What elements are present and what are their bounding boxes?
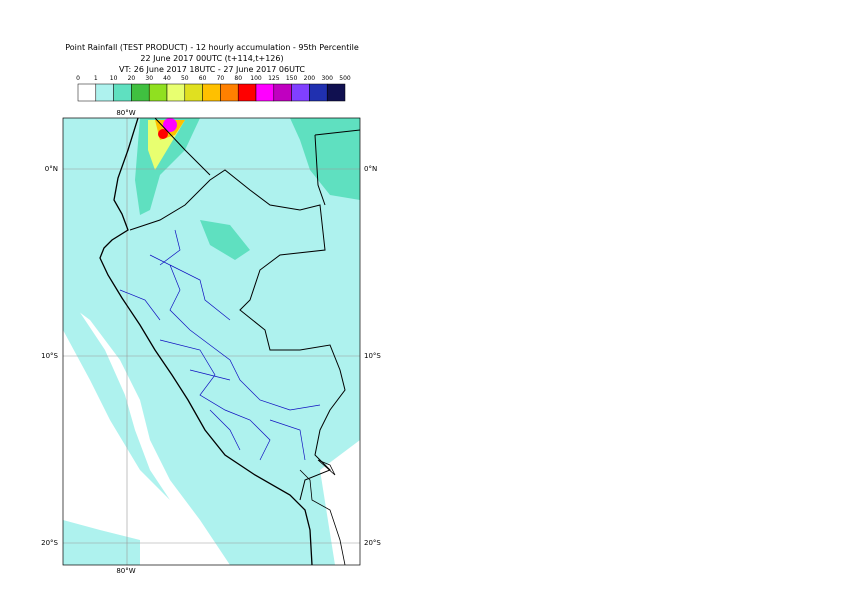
legend-label: 20 (128, 75, 136, 82)
legend: 0 1 10 20 30 40 50 60 70 80 100 125 150 200 300 500 (76, 75, 351, 102)
valid-time: VT: 26 June 2017 18UTC - 27 June 2017 06… (119, 65, 305, 74)
lat-label: 20°S (41, 539, 58, 547)
legend-label: 80 (234, 75, 242, 82)
legend-label: 200 (304, 75, 316, 82)
legend-swatch (273, 83, 292, 102)
legend-swatch (255, 83, 275, 102)
legend-label: 60 (199, 75, 207, 82)
graticule-labels: 80°W 80°W 0°N 0°N 10°S 10°S 20°S 20°S (41, 109, 381, 575)
lat-label: 0°N (364, 165, 377, 173)
lat-label: 10°S (41, 352, 58, 360)
legend-swatch (237, 83, 257, 102)
title: Point Rainfall (TEST PRODUCT) - 12 hourl… (65, 43, 359, 52)
legend-label: 100 (250, 75, 262, 82)
legend-label: 125 (268, 75, 280, 82)
legend-swatch (113, 83, 132, 102)
legend-swatch (202, 83, 221, 102)
legend-label: 30 (145, 75, 153, 82)
legend-label: 0 (76, 75, 80, 82)
legend-label: 1 (94, 75, 98, 82)
legend-swatch (309, 83, 328, 102)
map (63, 118, 360, 565)
legend-swatch (326, 83, 346, 102)
legend-swatch (131, 83, 150, 102)
lat-label: 10°S (364, 352, 381, 360)
legend-label: 70 (217, 75, 225, 82)
map-frame (62, 117, 361, 566)
legend-swatch (95, 83, 114, 102)
lon-label: 80°W (116, 109, 135, 117)
legend-label: 500 (339, 75, 351, 82)
legend-label: 300 (321, 75, 333, 82)
legend-swatch (77, 83, 97, 102)
legend-swatch (166, 83, 186, 102)
legend-swatch (220, 83, 239, 102)
lat-label: 20°S (364, 539, 381, 547)
legend-swatch (148, 83, 168, 102)
legend-label: 40 (163, 75, 171, 82)
legend-label: 150 (286, 75, 298, 82)
lat-label: 0°N (45, 165, 58, 173)
legend-swatch (184, 83, 203, 102)
legend-label: 50 (181, 75, 189, 82)
run-time: 22 June 2017 00UTC (t+114,t+126) (140, 54, 283, 63)
legend-label: 10 (110, 75, 118, 82)
legend-swatch (291, 83, 310, 102)
lon-label: 80°W (116, 567, 135, 575)
